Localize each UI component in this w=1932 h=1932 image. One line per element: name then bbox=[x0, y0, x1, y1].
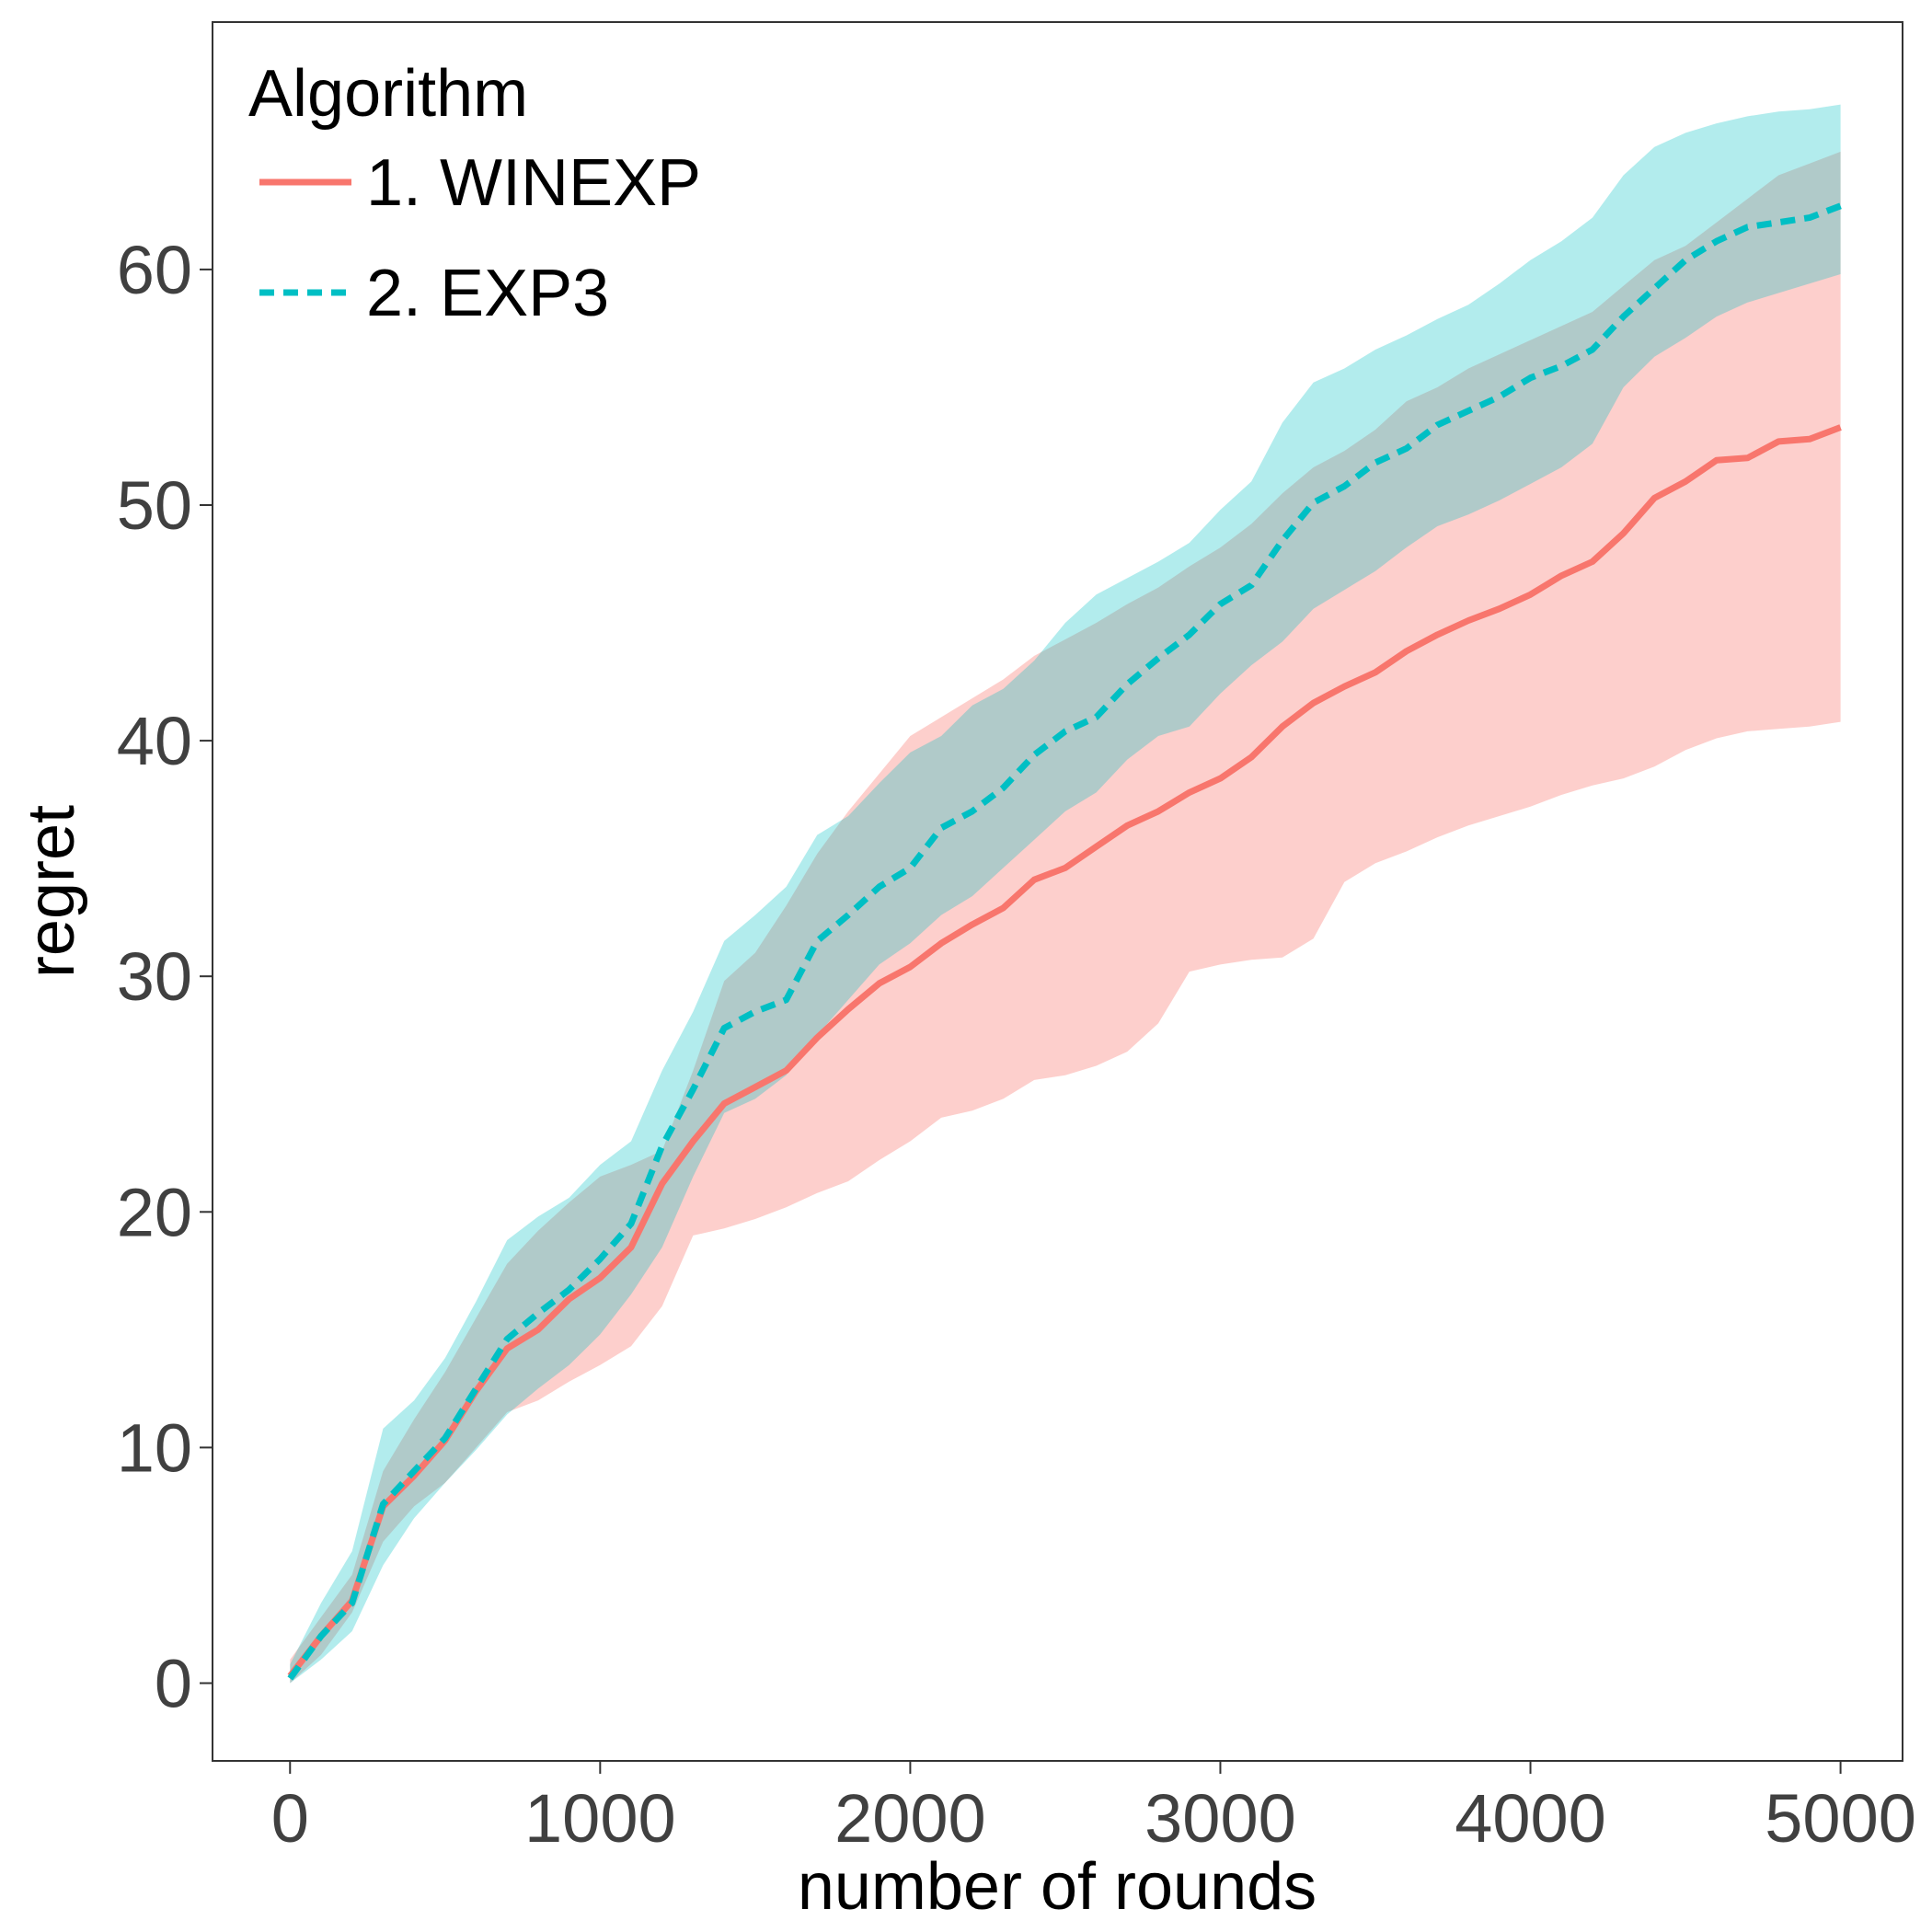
y-tick-label: 10 bbox=[117, 1409, 192, 1486]
y-tick-label: 60 bbox=[117, 232, 192, 308]
y-tick-label: 50 bbox=[117, 467, 192, 544]
1-winexp-ribbon bbox=[290, 151, 1841, 1684]
2-exp3-ribbon bbox=[290, 104, 1841, 1684]
1-winexp-legend-label: 1. WINEXP bbox=[366, 146, 701, 220]
y-tick-label: 30 bbox=[117, 938, 192, 1015]
y-axis: 0 10 20 30 40 50 60 bbox=[117, 232, 213, 1721]
series-lines bbox=[287, 202, 1842, 1681]
legend-title: Algorithm bbox=[248, 57, 528, 131]
x-tick-label: 3000 bbox=[1144, 1780, 1296, 1857]
y-tick-label: 20 bbox=[117, 1174, 192, 1250]
y-axis-title: regret bbox=[15, 805, 88, 978]
x-tick-label: 4000 bbox=[1455, 1780, 1606, 1857]
2-exp3-legend-label: 2. EXP3 bbox=[366, 257, 609, 330]
x-tick-label: 0 bbox=[271, 1780, 309, 1857]
1-winexp-line bbox=[287, 424, 1842, 1678]
legend: Algorithm 1. WINEXP 2. EXP3 bbox=[248, 57, 701, 330]
plot-panel-border bbox=[212, 21, 1903, 1762]
x-axis-title: number of rounds bbox=[798, 1850, 1317, 1924]
2-exp3-line bbox=[287, 202, 1842, 1681]
x-tick-label: 5000 bbox=[1765, 1780, 1916, 1857]
y-tick-label: 40 bbox=[117, 703, 192, 779]
y-tick-label: 0 bbox=[155, 1645, 192, 1721]
confidence-ribbons bbox=[290, 104, 1841, 1684]
x-axis: 0 1000 2000 3000 4000 5000 bbox=[271, 1761, 1916, 1857]
x-tick-label: 1000 bbox=[524, 1780, 676, 1857]
x-tick-label: 2000 bbox=[834, 1780, 986, 1857]
